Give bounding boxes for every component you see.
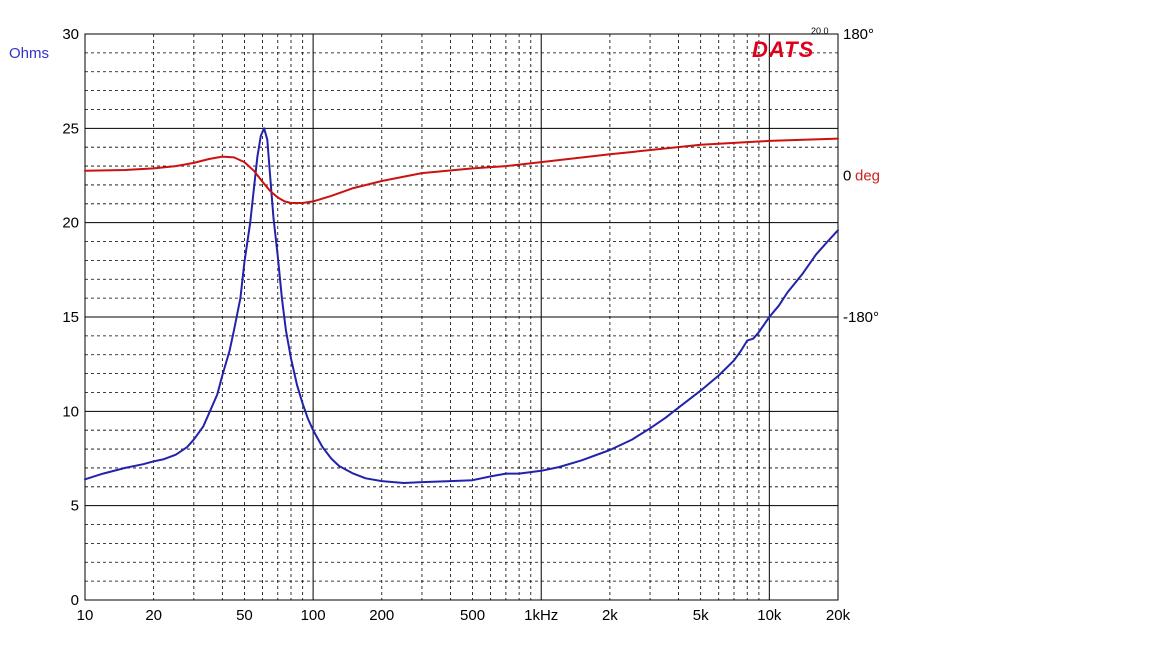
x-tick-label: 100 (301, 607, 326, 624)
y-left-axis-label: Ohms (9, 45, 49, 62)
y-right-unit-label: deg (855, 168, 880, 185)
x-tick-label: 1kHz (524, 607, 558, 624)
y-left-tick-label: 15 (62, 309, 79, 326)
y-left-tick-label: 25 (62, 120, 79, 137)
y-right-tick-label: 0 (843, 168, 851, 185)
y-right-tick-label: -180° (843, 309, 879, 326)
x-tick-label: 2k (602, 607, 618, 624)
y-left-tick-label: 0 (71, 592, 79, 609)
version-label: 20.0 (811, 26, 829, 36)
y-right-tick-label: 180° (843, 26, 874, 43)
x-tick-label: 500 (460, 607, 485, 624)
impedance-series-line (84, 127, 839, 484)
x-tick-label: 20k (826, 607, 851, 624)
y-left-tick-label: 20 (62, 215, 79, 232)
phase-series-line (84, 137, 839, 204)
x-tick-label: 10k (757, 607, 782, 624)
y-left-tick-labels: 0 5 10 15 20 25 30 (62, 26, 79, 609)
x-tick-label: 20 (145, 607, 162, 624)
x-tick-label: 10 (77, 607, 94, 624)
brand-logo: DATS (752, 37, 814, 62)
y-left-tick-label: 10 (62, 403, 79, 420)
x-tick-label: 5k (693, 607, 709, 624)
series-layer (84, 127, 839, 484)
x-tick-label: 200 (369, 607, 394, 624)
plot-frame (84, 33, 839, 601)
major-horizontal-gridlines (85, 127, 838, 507)
y-left-tick-label: 30 (62, 26, 79, 43)
y-right-tick-labels: 180° 0 deg -180° (843, 26, 880, 326)
x-tick-labels: 10 20 50 100 200 500 1kHz 2k 5k 10k 20k (77, 607, 851, 624)
x-tick-label: 50 (236, 607, 253, 624)
y-left-tick-label: 5 (71, 498, 79, 515)
